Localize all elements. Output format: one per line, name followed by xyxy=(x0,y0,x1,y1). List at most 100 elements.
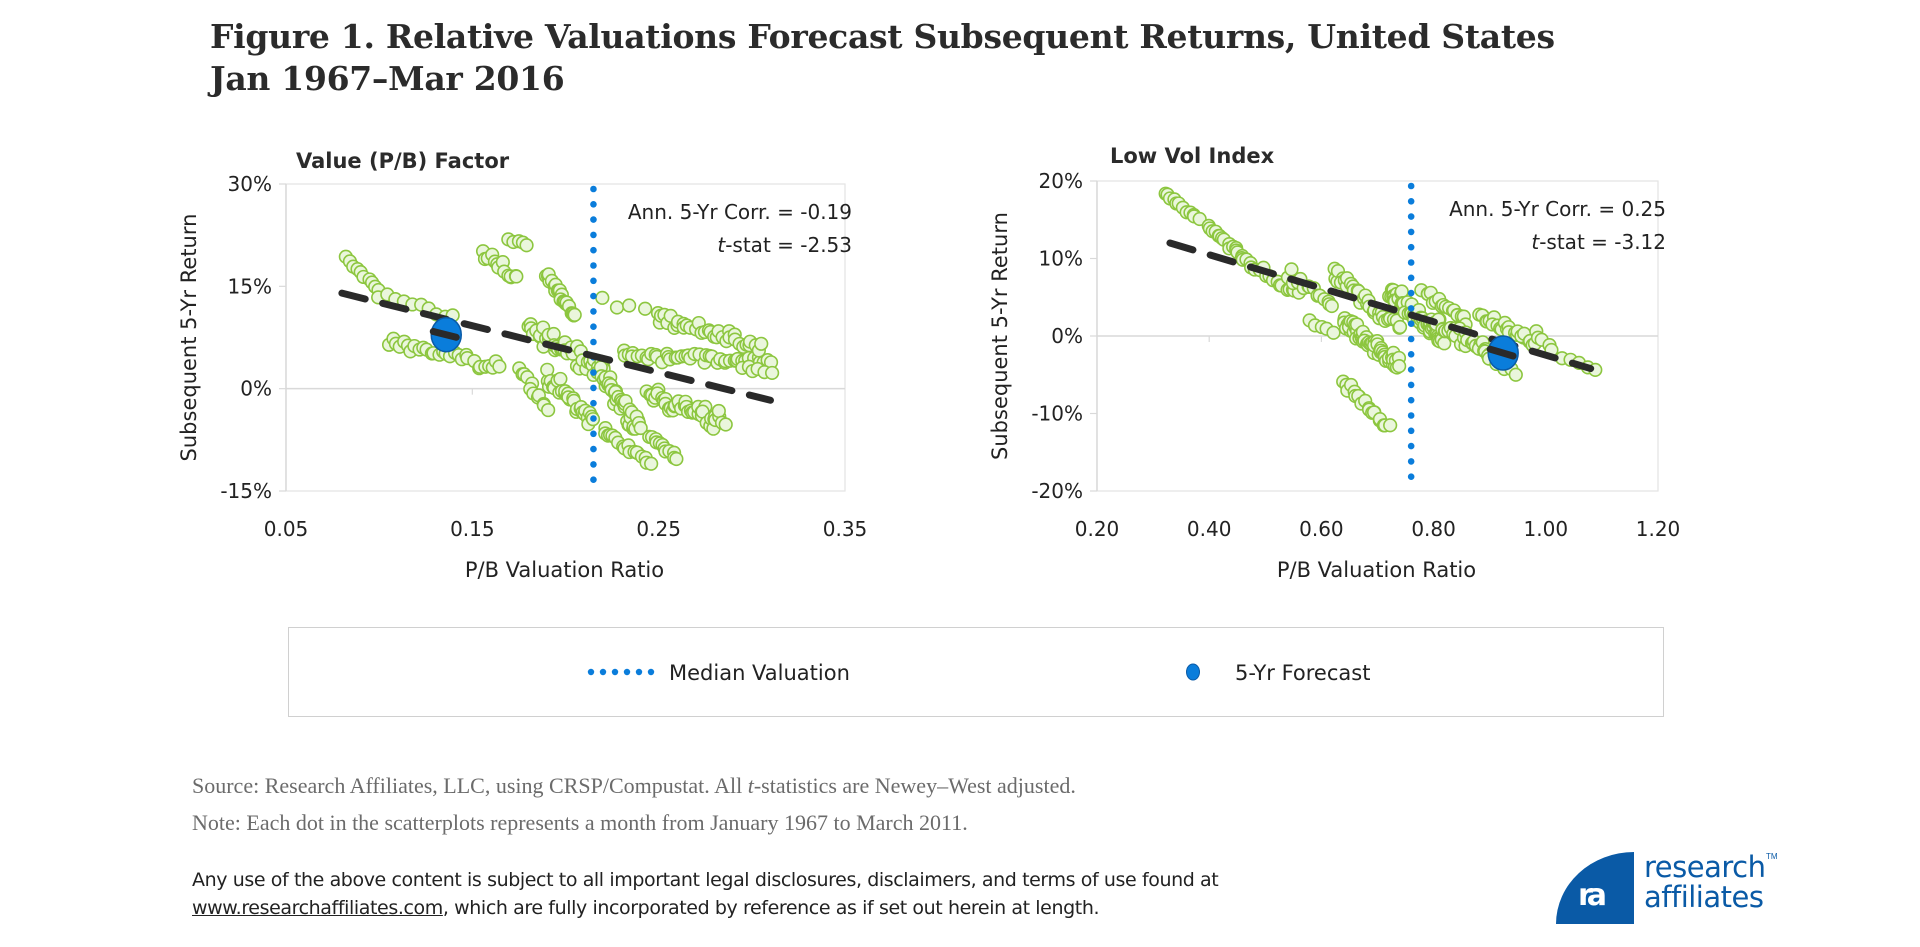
source-italic-t: t xyxy=(747,773,754,798)
y-tick-label: 0% xyxy=(1051,324,1083,348)
y-tick-label: 20% xyxy=(1039,169,1083,193)
website-link[interactable]: www.researchaffiliates.com xyxy=(192,897,443,919)
scatter-point xyxy=(553,371,568,387)
scatter-point xyxy=(765,365,780,381)
median-valuation-dot xyxy=(1407,427,1415,435)
median-valuation-dot xyxy=(590,476,597,484)
tstat-t: t xyxy=(1531,230,1540,254)
median-valuation-dot xyxy=(590,292,597,300)
legend-median-dot xyxy=(599,668,607,676)
median-valuation-dot xyxy=(1407,412,1415,419)
scatter-point xyxy=(1508,367,1523,382)
legend-median-label: Median Valuation xyxy=(669,661,850,685)
scatter-point xyxy=(633,420,648,436)
median-valuation-dot xyxy=(1407,289,1415,297)
trend-line xyxy=(338,289,774,404)
scatter-point xyxy=(509,269,524,284)
legend-median-dot xyxy=(635,668,643,676)
scatter-point xyxy=(1392,359,1407,374)
scatter-point xyxy=(595,290,610,305)
x-tick-label: 0.20 xyxy=(1075,517,1120,541)
scatter-point xyxy=(1392,319,1408,335)
x-tick-label: 0.15 xyxy=(450,517,495,541)
y-axis-label: Subsequent 5-Yr Return xyxy=(988,212,1012,460)
figure-title-line2: Jan 1967–Mar 2016 xyxy=(210,59,565,98)
y-tick-label: -20% xyxy=(1031,479,1083,503)
tstat-value: -stat = -3.12 xyxy=(1539,230,1666,254)
disclaimer: Any use of the above content is subject … xyxy=(192,866,1219,922)
disclaimer-line2: www.researchaffiliates.com, which are fu… xyxy=(192,894,1218,922)
median-valuation-dot xyxy=(1407,351,1415,358)
charts-canvas: Value (P/B) Factor -15% 0% 15% 30% 0.05 0.15 0… xyxy=(177,144,1680,582)
x-tick-label: 0.80 xyxy=(1411,517,1456,541)
median-valuation-dot xyxy=(1407,274,1415,282)
trend-line xyxy=(1166,239,1595,373)
figure-title: Figure 1. Relative Valuations Forecast S… xyxy=(210,16,1555,100)
scatter-point xyxy=(644,456,659,471)
median-valuation-dot xyxy=(1407,198,1415,205)
median-valuation-dot xyxy=(590,216,597,223)
scatter-point xyxy=(711,403,726,419)
median-valuation-dot xyxy=(1407,381,1415,389)
median-valuation-dot xyxy=(1407,396,1415,404)
x-axis-label: P/B Valuation Ratio xyxy=(1277,558,1476,582)
median-valuation-dot xyxy=(590,308,597,315)
y-tick-label: -15% xyxy=(220,479,272,503)
median-valuation-dot xyxy=(590,231,597,239)
source-text: Source: Research Affiliates, LLC, using … xyxy=(192,773,748,798)
logo-mark-text: ra xyxy=(1578,878,1607,913)
median-valuation-dot xyxy=(1407,366,1415,373)
y-tick-label: 15% xyxy=(228,274,272,298)
legend-median-dot xyxy=(587,668,595,676)
median-valuation-dot xyxy=(590,246,597,254)
source-note: Source: Research Affiliates, LLC, using … xyxy=(192,773,1076,799)
logo-mark-icon: ra xyxy=(1556,852,1634,924)
x-tick-label: 0.25 xyxy=(636,517,681,541)
research-affiliates-logo[interactable]: ra research affiliates TM xyxy=(1556,850,1778,924)
legend-canvas: Median Valuation 5-Yr Forecast xyxy=(587,661,1370,685)
scatter-point xyxy=(519,238,534,253)
x-tick-label: 1.00 xyxy=(1524,517,1569,541)
logo-word-research: research xyxy=(1644,850,1766,884)
median-valuation-dot xyxy=(590,338,597,346)
median-valuation-dot xyxy=(590,430,597,438)
logo-trademark: TM xyxy=(1766,852,1778,861)
scatter-point xyxy=(1383,418,1398,433)
scatter-point xyxy=(1326,325,1341,340)
x-axis-label: P/B Valuation Ratio xyxy=(465,558,664,582)
disclaimer-line1: Any use of the above content is subject … xyxy=(192,869,1219,891)
median-valuation-dot xyxy=(1407,243,1415,251)
median-valuation-dot xyxy=(1407,228,1415,236)
median-valuation-dot xyxy=(1407,182,1415,190)
scatter-point xyxy=(754,336,769,351)
median-valuation-dot xyxy=(590,323,597,331)
median-valuation-dot xyxy=(1407,335,1415,343)
scatter-points xyxy=(338,232,780,471)
scatter-points xyxy=(1158,186,1603,433)
scatter-point xyxy=(1324,298,1339,314)
scatter-point xyxy=(492,359,507,374)
legend-median-dot xyxy=(623,668,631,676)
median-valuation-dot xyxy=(590,277,597,285)
value-pb-factor-chart: Value (P/B) Factor -15% 0% 15% 30% 0.05 0.15 0… xyxy=(177,149,867,582)
x-tick-label: 0.60 xyxy=(1299,517,1344,541)
corr-annotation: Ann. 5-Yr Corr. = 0.25 xyxy=(1449,197,1666,221)
x-tick-label: 0.35 xyxy=(823,517,868,541)
logo-word-affiliates: affiliates xyxy=(1644,880,1764,914)
tstat-annotation: t-stat = -2.53 xyxy=(717,233,852,257)
median-valuation-dot xyxy=(590,461,597,468)
scatter-point xyxy=(567,307,582,322)
median-valuation-dot xyxy=(590,201,597,208)
median-valuation-dot xyxy=(590,185,597,193)
y-tick-label: -10% xyxy=(1031,402,1083,426)
y-tick-label: 30% xyxy=(228,172,272,196)
scatter-point xyxy=(609,300,625,315)
x-tick-label: 0.05 xyxy=(264,517,309,541)
tstat-annotation: t-stat = -3.12 xyxy=(1531,230,1666,254)
low-vol-index-chart: Low Vol Index -20% -10% 0% 10% 20% 0.20 0.40 0.… xyxy=(988,144,1680,582)
legend-median-swatch xyxy=(587,668,655,676)
tstat-value: -stat = -2.53 xyxy=(725,233,852,257)
corr-annotation: Ann. 5-Yr Corr. = -0.19 xyxy=(628,200,852,224)
scatter-point xyxy=(669,451,684,467)
y-axis-label: Subsequent 5-Yr Return xyxy=(177,214,201,462)
